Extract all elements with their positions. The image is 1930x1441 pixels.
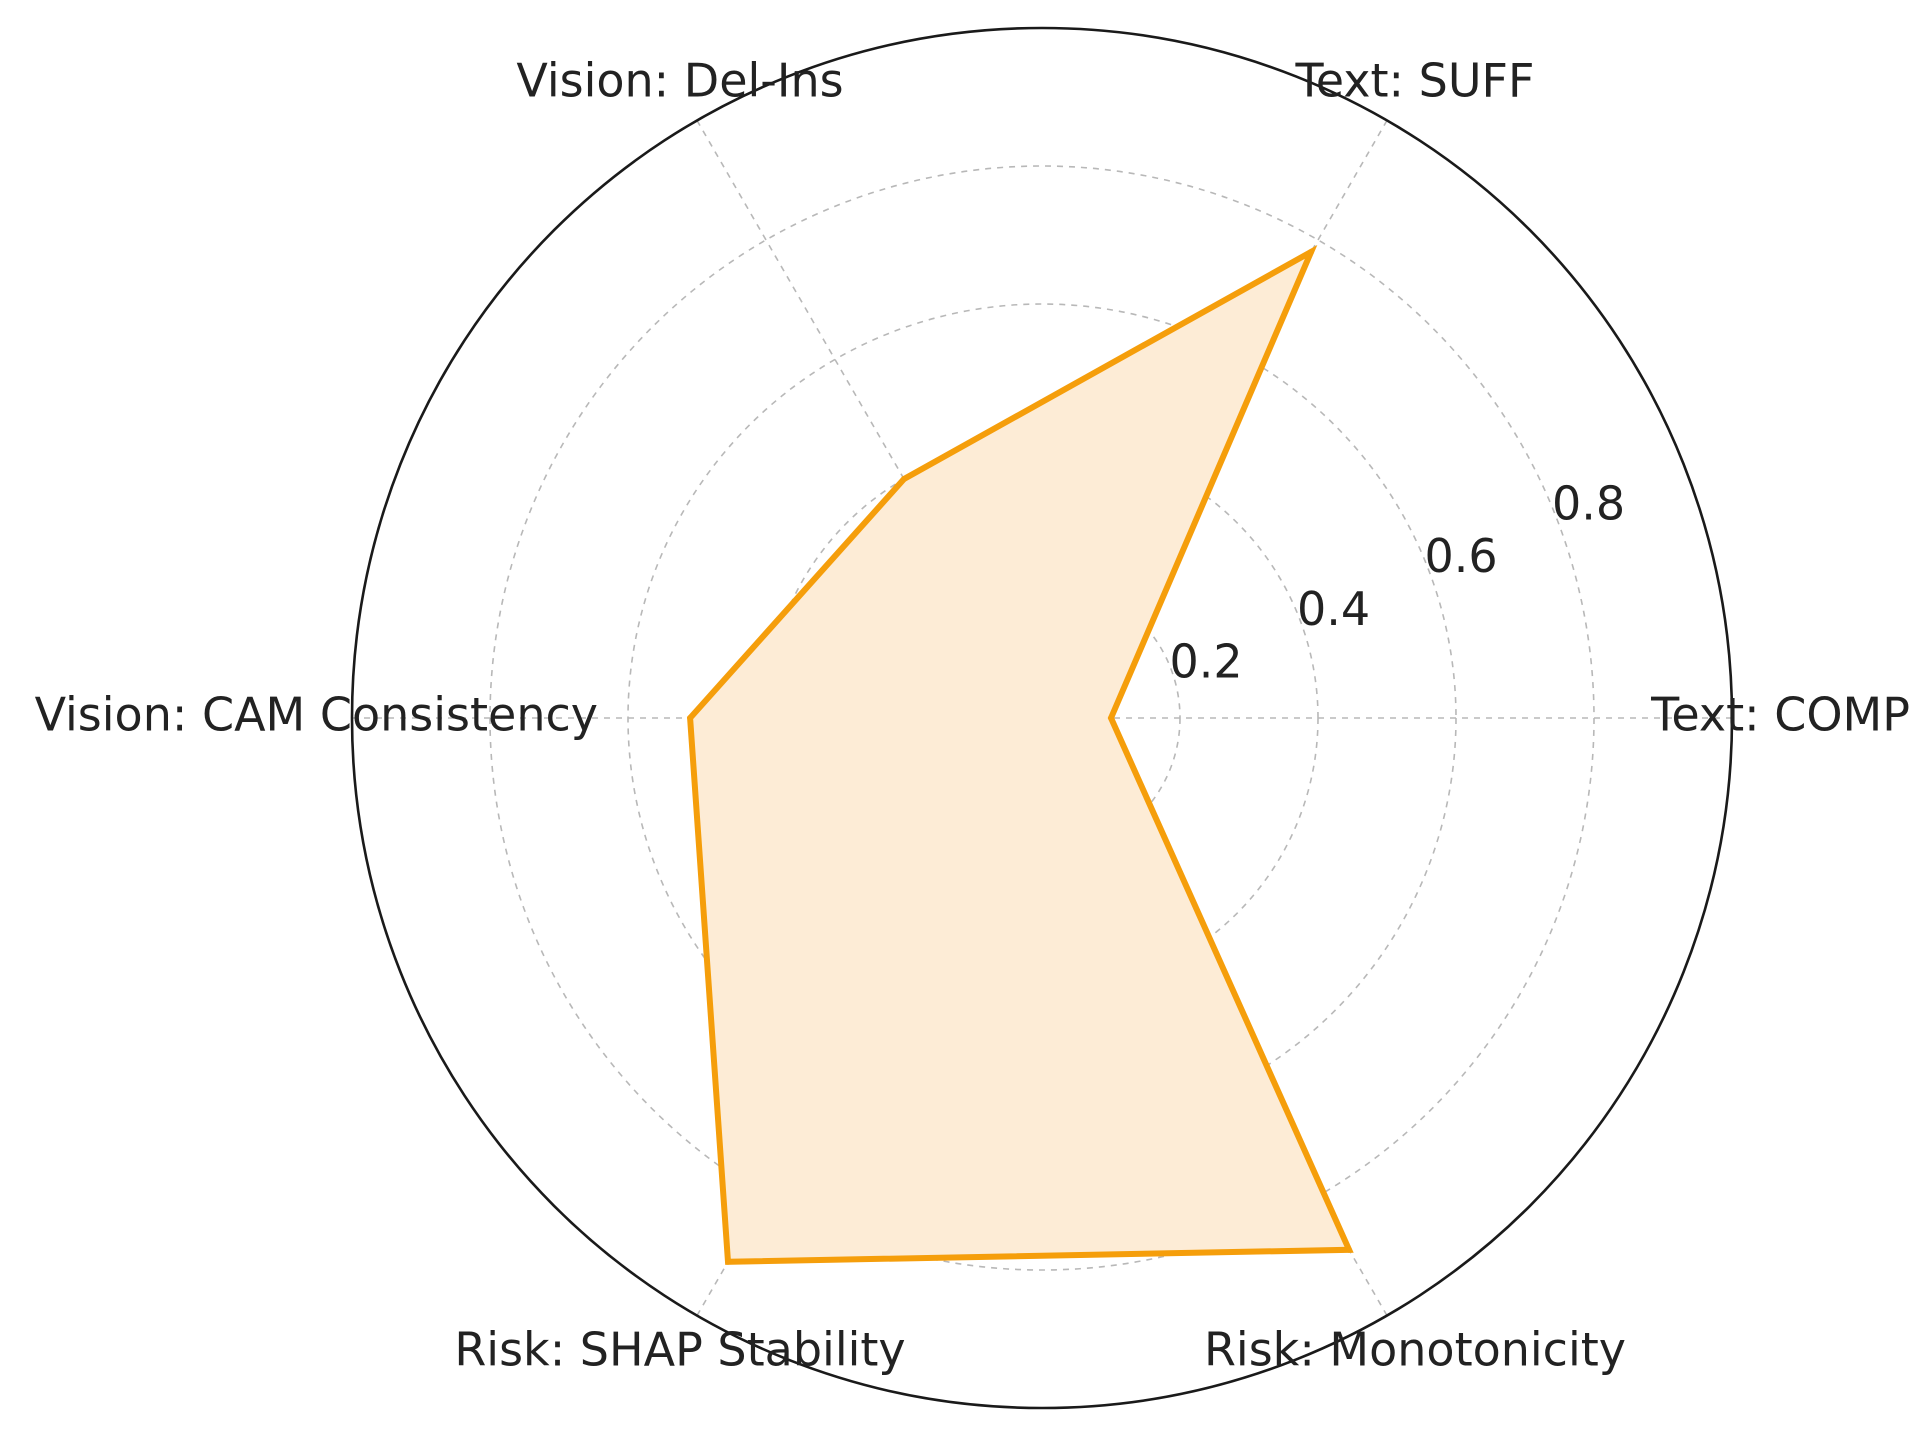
axis-label-3: Vision: Del-Ins <box>516 54 843 108</box>
radial-tick-label: 0.2 <box>1169 635 1242 689</box>
data-point-5 <box>725 1258 732 1265</box>
radial-tick-label: 0.8 <box>1552 476 1625 530</box>
axis-label-5: Risk: SHAP Stability <box>454 1323 905 1377</box>
axis-label-4: Vision: CAM Consistency <box>35 688 598 742</box>
axis-label-6: Risk: Monotonicity <box>1204 1323 1626 1377</box>
data-point-6 <box>1346 1246 1353 1253</box>
axis-label-2: Text: SUFF <box>1295 54 1535 108</box>
tick-label-layer: 0.2 0.4 0.6 0.8 <box>1169 476 1625 688</box>
data-point-4 <box>687 715 694 721</box>
axis-label-1: Text: COMP <box>1650 688 1910 742</box>
radial-tick-label: 0.4 <box>1297 582 1370 636</box>
series-area <box>690 251 1350 1262</box>
series-layer <box>687 244 1354 1265</box>
outer-ring <box>350 26 1734 1410</box>
data-point-3 <box>901 475 907 482</box>
data-point-1 <box>1108 715 1114 721</box>
axis-label-layer: Text: COMP Text: SUFF Vision: Del-Ins Visio… <box>35 54 1910 1377</box>
data-point-2 <box>1308 248 1315 255</box>
radial-tick-label: 0.6 <box>1424 529 1497 583</box>
